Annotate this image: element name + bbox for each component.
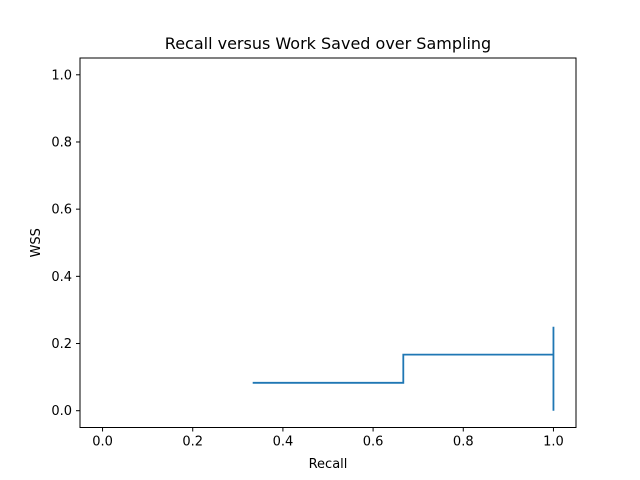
plot-frame <box>79 57 577 428</box>
x-tick-label: 0.6 <box>363 435 384 450</box>
x-tick-label: 0.8 <box>453 435 474 450</box>
y-tick-label: 0.2 <box>51 337 72 352</box>
chart-title: Recall versus Work Saved over Sampling <box>165 34 491 53</box>
plot-area <box>252 326 555 411</box>
y-axis-ticks: 0.0 0.2 0.4 0.6 0.8 1.0 <box>51 68 80 419</box>
y-tick-label: 0.6 <box>51 203 72 218</box>
y-tick-label: 0.0 <box>51 404 72 419</box>
x-tick-label: 1.0 <box>543 435 564 450</box>
x-tick-label: 0.2 <box>182 435 203 450</box>
x-axis-ticks: 0.0 0.2 0.4 0.6 0.8 1.0 <box>92 427 564 450</box>
x-axis-label: Recall <box>309 457 348 472</box>
series-line-0 <box>252 326 555 411</box>
y-axis-label: WSS <box>29 228 44 257</box>
x-tick-label: 0.4 <box>273 435 294 450</box>
y-tick-label: 1.0 <box>51 68 72 83</box>
y-tick-label: 0.8 <box>51 135 72 150</box>
x-tick-label: 0.0 <box>92 435 113 450</box>
y-tick-label: 0.4 <box>51 270 72 285</box>
